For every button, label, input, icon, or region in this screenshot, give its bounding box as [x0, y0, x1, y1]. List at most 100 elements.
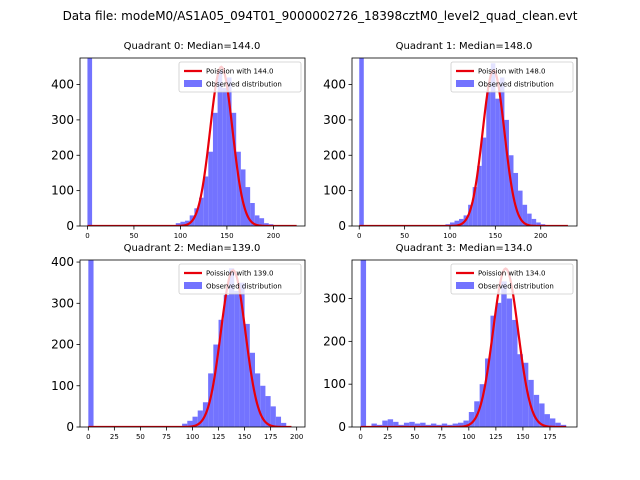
x-tick-label: 0 — [358, 433, 362, 441]
quadrant-1-plot-area — [359, 58, 568, 226]
x-tick-label: 100 — [443, 232, 456, 240]
y-tick-label: 400 — [51, 78, 74, 92]
legend-curve-label: Poission with 148.0 — [478, 68, 546, 76]
x-tick-label: 200 — [534, 232, 547, 240]
histogram-bar — [187, 420, 193, 427]
histogram-bar — [259, 218, 265, 226]
x-tick-label: 100 — [462, 433, 475, 441]
histogram-bar — [517, 354, 523, 427]
x-tick-label: 150 — [238, 433, 251, 441]
histogram-bar — [495, 98, 500, 226]
histogram-bar — [430, 423, 437, 427]
quadrant-0-title: Quadrant 0: Median=144.0 — [124, 41, 261, 52]
histogram-bar — [490, 315, 496, 427]
x-tick-label: 75 — [437, 433, 446, 441]
histogram-bar — [218, 319, 224, 427]
histogram-bar — [522, 362, 529, 427]
legend-curve-label: Poission with 139.0 — [206, 270, 274, 278]
histogram-bar — [472, 187, 478, 226]
histogram-bar — [393, 421, 399, 427]
legend-hist-swatch — [184, 282, 202, 289]
histogram-bar — [468, 412, 475, 427]
histogram-bar — [539, 403, 545, 427]
histogram-bar — [522, 204, 528, 226]
legend-box — [178, 61, 302, 93]
x-tick-label: 125 — [212, 433, 225, 441]
histogram-bar — [463, 420, 469, 427]
legend-hist-label: Observed distribution — [478, 81, 554, 89]
histogram-bar — [199, 197, 204, 226]
x-tick-label: 150 — [516, 433, 529, 441]
y-tick-label: 300 — [323, 292, 346, 306]
histogram-bar — [452, 423, 459, 427]
histogram-bar — [88, 260, 94, 427]
histogram-bar — [254, 215, 260, 226]
x-tick-label: 150 — [220, 232, 233, 240]
y-tick-label: 0 — [66, 420, 74, 434]
legend-box — [450, 263, 574, 295]
histogram-bar — [249, 352, 255, 427]
histogram-bar — [265, 396, 271, 427]
histogram-bar — [501, 281, 507, 427]
histogram-bar — [180, 221, 186, 226]
histogram-bar — [182, 423, 188, 427]
x-tick-label: 75 — [162, 433, 171, 441]
histogram-bar — [403, 422, 410, 427]
x-tick-label: 0 — [85, 232, 89, 240]
quadrant-3-axes-frame — [351, 259, 578, 428]
histogram-bar — [192, 416, 198, 427]
quadrant-1-axes-frame — [351, 57, 578, 227]
histogram-bar — [213, 344, 219, 427]
histogram-bar — [234, 290, 240, 427]
quadrant-3-panel: 0 100 200 300 0 25 50 75 100 125 150 175 Poission wi… — [323, 243, 578, 441]
y-tick-label: 100 — [323, 377, 346, 391]
histogram-bar — [409, 421, 415, 427]
histogram-bar — [236, 151, 241, 226]
histogram-bar — [244, 323, 250, 427]
x-tick-label: 100 — [174, 232, 187, 240]
x-tick-label: 50 — [136, 433, 145, 441]
histogram-bar — [459, 218, 464, 226]
y-tick-label: 300 — [323, 113, 346, 127]
quadrant-0-panel: 0 100 200 300 400 0 50 100 150 200 Poission with 1… — [51, 41, 306, 240]
x-tick-label: 25 — [383, 433, 392, 441]
x-tick-label: 200 — [290, 433, 303, 441]
histogram-bar — [485, 358, 491, 427]
y-tick-label: 200 — [323, 148, 346, 162]
histogram-bar — [281, 422, 287, 427]
x-tick-label: 0 — [86, 433, 90, 441]
histogram-bar — [544, 414, 550, 427]
x-tick-label: 200 — [267, 232, 280, 240]
x-tick-label: 150 — [489, 232, 502, 240]
x-tick-label: 125 — [489, 433, 502, 441]
histogram-bar — [270, 406, 276, 427]
histogram-bar — [212, 112, 218, 226]
histogram-bar — [499, 77, 505, 226]
x-tick-label: 50 — [410, 433, 419, 441]
histogram-bar — [477, 165, 482, 226]
histogram-bar — [228, 268, 235, 427]
y-tick-label: 400 — [323, 78, 346, 92]
quadrant-3-title: Quadrant 3: Median=134.0 — [396, 243, 533, 254]
histogram-bar — [360, 260, 367, 427]
histogram-bar — [359, 58, 364, 226]
quadrant-0-plot-area — [87, 58, 297, 226]
histogram-bar — [245, 187, 251, 226]
histogram-bar — [197, 410, 203, 427]
histogram-bar — [208, 151, 213, 226]
histogram-bar — [226, 77, 232, 226]
y-tick-label: 200 — [51, 148, 74, 162]
y-tick-label: 300 — [51, 296, 74, 310]
histogram-bar — [203, 176, 209, 226]
histogram-bar — [194, 208, 200, 226]
y-tick-label: 100 — [51, 184, 74, 198]
histogram-bar — [495, 302, 502, 427]
histogram-bar — [458, 422, 464, 427]
histogram-bar — [382, 420, 388, 427]
histogram-bar — [420, 422, 426, 427]
legend-hist-swatch — [456, 282, 474, 289]
x-tick-label: 50 — [129, 232, 138, 240]
y-tick-label: 0 — [66, 219, 74, 233]
histogram-bar — [371, 423, 377, 427]
